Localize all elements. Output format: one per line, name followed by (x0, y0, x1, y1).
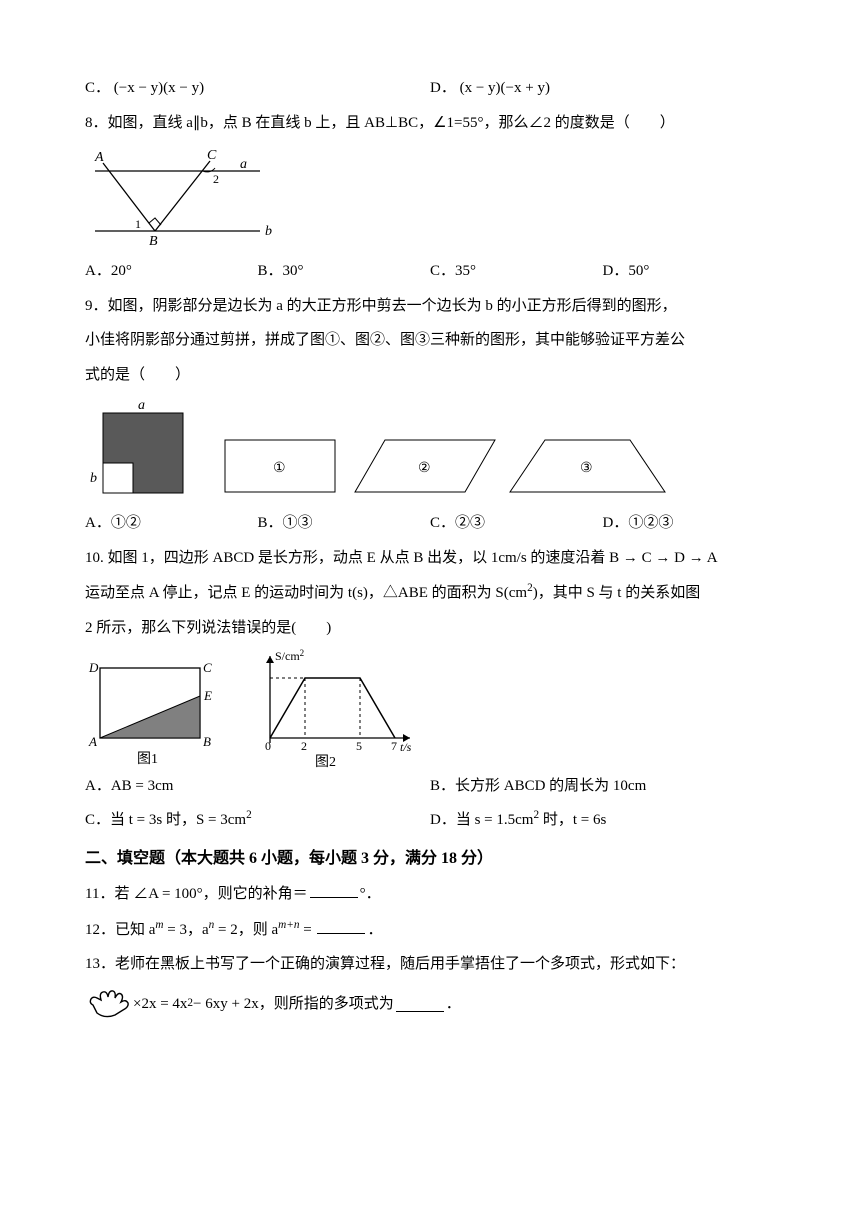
svg-text:D: D (88, 660, 99, 675)
svg-text:2: 2 (213, 172, 219, 186)
svg-text:a: a (138, 398, 145, 413)
q11: 11．若 ∠A = 100°，则它的补角＝°． (85, 880, 775, 909)
svg-text:①: ① (273, 461, 286, 476)
q10-fig1: D C E A B 图1 (85, 658, 215, 768)
q7-optD: D． (x − y)(−x + y) (430, 74, 775, 103)
q10-optD: D．当 s = 1.5cm2 时，t = 6s (430, 805, 775, 835)
q10-optB: B．长方形 ABCD 的周长为 10cm (430, 772, 775, 801)
svg-text:②: ② (418, 461, 431, 476)
hand-icon (85, 985, 133, 1023)
section2-title: 二、填空题（本大题共 6 小题，每小题 3 分，满分 18 分） (85, 844, 775, 874)
svg-text:0: 0 (265, 739, 271, 753)
svg-text:2: 2 (301, 739, 307, 753)
q8-figure: 1 2 A B C a b (85, 143, 775, 253)
q9-figure: a b ① ② ③ (85, 395, 775, 505)
q9-optC: C．②③ (430, 509, 603, 538)
q13-stem: 13．老师在黑板上书写了一个正确的演算过程，随后用手掌捂住了一个多项式，形式如下… (85, 950, 775, 979)
svg-text:b: b (265, 224, 272, 239)
q8-options: A．20° B．30° C．35° D．50° (85, 257, 775, 286)
svg-text:b: b (90, 471, 97, 486)
svg-text:1: 1 (135, 217, 141, 231)
q9-options: A．①② B．①③ C．②③ D．①②③ (85, 509, 775, 538)
svg-text:③: ③ (580, 461, 593, 476)
q10-stem3: 2 所示，那么下列说法错误的是( ) (85, 614, 775, 643)
svg-text:A: A (94, 150, 104, 165)
svg-text:图1: 图1 (137, 752, 158, 767)
q10-figures: D C E A B 图1 S/cm2 t/s 0 2 5 7 (85, 648, 775, 768)
q7-optD-expr: (x − y)(−x + y) (460, 80, 550, 96)
q11-blank[interactable] (310, 882, 358, 898)
q9-stem2: 小佳将阴影部分通过剪拼，拼成了图①、图②、图③三种新的图形，其中能够验证平方差公 (85, 326, 775, 355)
svg-text:C: C (207, 148, 217, 163)
svg-text:7: 7 (391, 739, 397, 753)
q10-optC: C．当 t = 3s 时，S = 3cm2 (85, 805, 430, 835)
q10-options-cd: C．当 t = 3s 时，S = 3cm2 D．当 s = 1.5cm2 时，t… (85, 805, 775, 835)
q7-optC-expr: (−x − y)(x − y) (114, 80, 204, 96)
q8-optA: A．20° (85, 257, 258, 286)
q10-stem2: 运动至点 A 停止，记点 E 的运动时间为 t(s)，△ABE 的面积为 S(c… (85, 578, 775, 608)
q9-optB: B．①③ (258, 509, 431, 538)
q13-expr: ×2x = 4x2 − 6xy + 2x，则所指的多项式为． (85, 985, 775, 1023)
q7-optC: C． (−x − y)(x − y) (85, 74, 430, 103)
q9-optA: A．①② (85, 509, 258, 538)
svg-text:5: 5 (356, 739, 362, 753)
svg-text:a: a (240, 157, 247, 172)
q12-blank[interactable] (317, 918, 365, 934)
q8-stem: 8．如图，直线 a∥b，点 B 在直线 b 上，且 AB⊥BC，∠1=55°，那… (85, 109, 775, 138)
q13-blank[interactable] (396, 996, 444, 1012)
q9-stem3: 式的是（ ） (85, 361, 775, 390)
q8-optB: B．30° (258, 257, 431, 286)
q9-optD: D．①②③ (603, 509, 776, 538)
q10-stem1: 10. 如图 1，四边形 ABCD 是长方形，动点 E 从点 B 出发，以 1c… (85, 544, 775, 573)
svg-text:B: B (149, 234, 158, 249)
svg-text:S/cm2: S/cm2 (275, 648, 304, 663)
svg-text:C: C (203, 660, 212, 675)
q10-options-ab: A．AB = 3cm B．长方形 ABCD 的周长为 10cm (85, 772, 775, 801)
q8-optC: C．35° (430, 257, 603, 286)
q10-fig2: S/cm2 t/s 0 2 5 7 图2 (245, 648, 425, 768)
svg-text:t/s: t/s (400, 740, 412, 754)
q10-optA: A．AB = 3cm (85, 772, 430, 801)
q9-stem1: 9．如图，阴影部分是边长为 a 的大正方形中剪去一个边长为 b 的小正方形后得到… (85, 292, 775, 321)
q7-optC-label: C． (85, 80, 110, 96)
svg-text:B: B (203, 734, 211, 749)
svg-text:图2: 图2 (315, 755, 336, 768)
q7-optD-label: D． (430, 80, 456, 96)
svg-text:E: E (203, 688, 212, 703)
svg-text:A: A (88, 734, 97, 749)
q8-optD: D．50° (603, 257, 776, 286)
q7-options-cd: C． (−x − y)(x − y) D． (x − y)(−x + y) (85, 74, 775, 103)
q12: 12．已知 am = 3，an = 2，则 am+n = ． (85, 915, 775, 945)
